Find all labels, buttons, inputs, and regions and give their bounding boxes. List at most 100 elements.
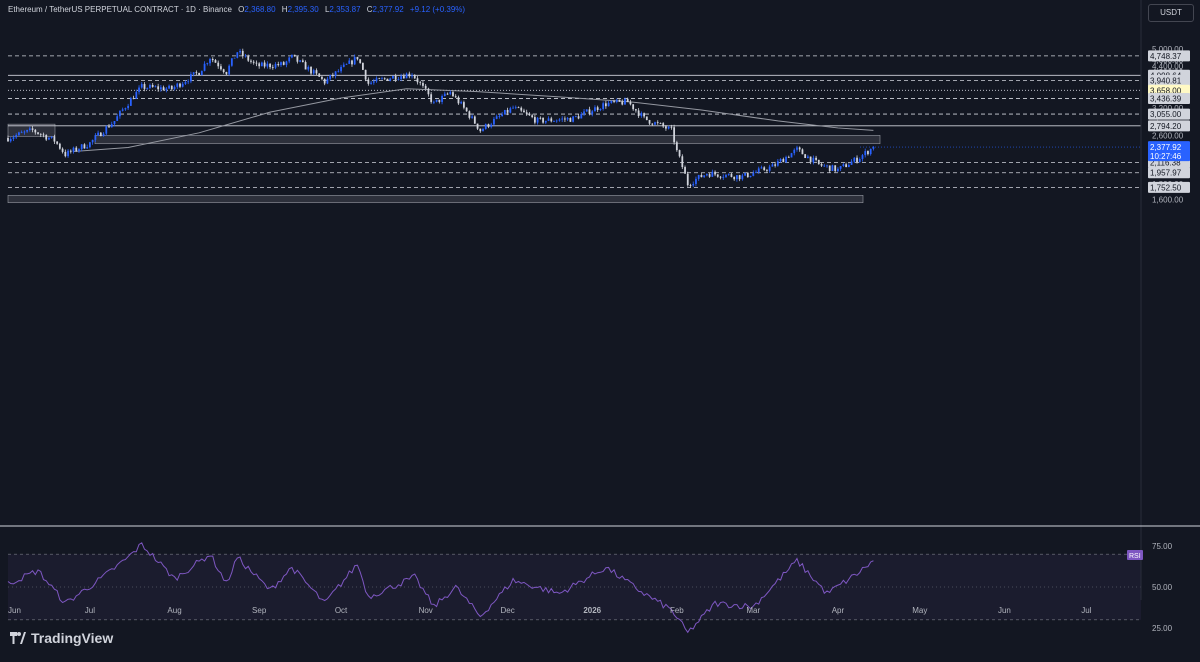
candle	[610, 100, 613, 104]
candle	[670, 124, 673, 130]
candle	[367, 77, 370, 86]
candle	[533, 114, 536, 125]
candle	[853, 157, 856, 164]
x-tick-label: Oct	[335, 606, 348, 615]
candle	[356, 56, 359, 61]
candle	[460, 100, 463, 105]
candle	[544, 120, 547, 125]
rsi-tick-label: 75.00	[1152, 542, 1173, 551]
candle	[490, 122, 493, 129]
candle	[457, 95, 460, 105]
candle	[558, 118, 561, 122]
candle	[583, 109, 585, 117]
candle	[446, 92, 449, 95]
candle	[599, 108, 602, 112]
candle	[785, 155, 787, 164]
candle	[119, 110, 121, 119]
candle	[222, 68, 225, 74]
candle	[149, 83, 151, 89]
candle	[678, 149, 681, 158]
candle	[624, 97, 626, 105]
candle	[493, 116, 495, 126]
candle	[766, 169, 768, 173]
candle	[858, 157, 861, 163]
candle	[337, 69, 340, 73]
open-label: O	[238, 5, 245, 14]
candle	[752, 170, 755, 177]
level-tag: 3,055.00	[1148, 108, 1190, 120]
candle	[806, 154, 809, 159]
candle	[820, 162, 823, 168]
x-tick-label: Nov	[419, 606, 433, 615]
candle	[656, 120, 659, 125]
candle	[321, 76, 323, 81]
candle	[170, 85, 173, 91]
candle	[372, 78, 375, 85]
candle	[176, 82, 179, 89]
candle	[700, 173, 703, 178]
candle	[200, 70, 203, 76]
currency-button[interactable]: USDT	[1148, 4, 1194, 22]
candle	[392, 75, 394, 79]
candle	[138, 85, 140, 95]
candle	[757, 166, 760, 174]
candle	[75, 146, 78, 152]
countdown-text: 10:27:46	[1150, 152, 1182, 161]
candle	[56, 141, 59, 145]
candle	[143, 82, 146, 92]
candle	[618, 99, 621, 103]
level-tag-text: 3,940.81	[1150, 76, 1182, 85]
level-tag: 3,940.81	[1148, 74, 1190, 86]
candle	[179, 82, 181, 89]
candle	[146, 87, 149, 90]
tradingview-logo[interactable]: TradingView	[10, 630, 113, 646]
candle	[80, 144, 83, 152]
brand-label: TradingView	[31, 630, 114, 646]
candle	[375, 76, 378, 83]
candle	[99, 132, 102, 137]
candle	[381, 76, 383, 80]
candle	[94, 133, 97, 143]
candle	[730, 173, 733, 178]
candle	[198, 72, 200, 76]
candle	[826, 164, 828, 168]
rsi-legend-text: RSI	[1129, 553, 1141, 560]
candle	[50, 136, 53, 139]
candle	[351, 59, 353, 67]
candle	[736, 175, 738, 182]
candle	[823, 163, 826, 168]
level-tag: 4,748.37	[1148, 50, 1190, 62]
tradingview-icon	[10, 632, 26, 644]
candle	[501, 111, 504, 117]
candle	[209, 57, 211, 66]
candle	[539, 116, 542, 120]
candle	[427, 87, 430, 97]
candle	[291, 54, 293, 59]
candle	[190, 71, 192, 84]
low-value: 2,353.87	[329, 5, 361, 14]
candle	[613, 99, 615, 104]
close-value: 2,377.92	[372, 5, 404, 14]
candle	[124, 107, 127, 111]
candle	[705, 173, 708, 177]
level-tag-text: 1,752.50	[1150, 183, 1182, 192]
candle	[776, 159, 779, 167]
level-tag-text: 3,436.39	[1150, 95, 1182, 104]
candle	[402, 73, 405, 79]
candle	[733, 176, 736, 181]
candle	[127, 103, 130, 111]
candle	[828, 165, 831, 173]
candle	[673, 124, 676, 145]
candle	[310, 66, 312, 76]
candle	[159, 85, 162, 92]
candle	[214, 59, 217, 63]
candle	[435, 99, 438, 103]
candle	[782, 157, 785, 163]
candle	[686, 171, 689, 187]
candle	[569, 117, 572, 122]
candle	[400, 73, 403, 82]
candle	[755, 170, 757, 174]
candle	[523, 108, 525, 113]
